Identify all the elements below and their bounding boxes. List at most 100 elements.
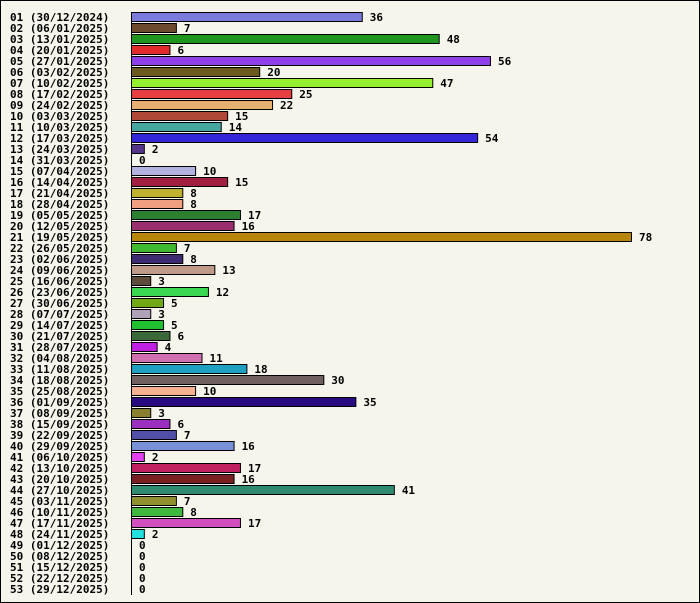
data-label: 3 [158, 407, 165, 420]
data-label: 13 [222, 264, 235, 277]
bar [131, 34, 440, 44]
data-label: 14 [229, 121, 243, 134]
data-label: 22 [280, 99, 293, 112]
data-label: 25 [299, 88, 312, 101]
bar [131, 452, 145, 462]
data-label: 8 [190, 198, 197, 211]
category-label: 13 (24/03/2025) [10, 143, 109, 156]
data-label: 3 [158, 275, 165, 288]
data-label: 6 [177, 330, 184, 343]
bar [131, 408, 152, 418]
category-label: 08 (17/02/2025) [10, 88, 109, 101]
data-label: 0 [139, 539, 146, 552]
data-label: 2 [152, 528, 159, 541]
bar [131, 144, 145, 154]
bar [131, 441, 235, 451]
data-label: 10 [203, 165, 216, 178]
category-label: 24 (09/06/2025) [10, 264, 109, 277]
category-label: 52 (22/12/2025) [10, 572, 109, 585]
category-label: 48 (24/11/2025) [10, 528, 109, 541]
bar [131, 133, 479, 143]
category-label: 16 (14/04/2025) [10, 176, 109, 189]
category-label: 50 (08/12/2025) [10, 550, 109, 563]
category-label: 34 (18/08/2025) [10, 374, 109, 387]
bar [131, 243, 177, 253]
bar [131, 287, 209, 297]
category-label: 26 (23/06/2025) [10, 286, 109, 299]
data-label: 36 [370, 11, 384, 24]
data-label: 0 [139, 561, 146, 574]
category-label: 21 (19/05/2025) [10, 231, 109, 244]
category-label: 45 (03/11/2025) [10, 495, 109, 508]
data-label: 3 [158, 308, 165, 321]
data-label: 56 [498, 55, 512, 68]
category-label: 41 (06/10/2025) [10, 451, 109, 464]
bar [131, 166, 197, 176]
category-label: 05 (27/01/2025) [10, 55, 109, 68]
data-label: 20 [267, 66, 280, 79]
data-label: 47 [440, 77, 453, 90]
category-label: 23 (02/06/2025) [10, 253, 109, 266]
bar [131, 309, 152, 319]
bar [131, 210, 241, 220]
category-label: 31 (28/07/2025) [10, 341, 109, 354]
bar [131, 364, 248, 374]
bar [131, 199, 184, 209]
category-label: 02 (06/01/2025) [10, 22, 109, 35]
data-label: 18 [254, 363, 267, 376]
bar [131, 397, 357, 407]
category-label: 18 (28/04/2025) [10, 198, 109, 211]
category-label: 46 (10/11/2025) [10, 506, 109, 519]
data-label: 2 [152, 451, 159, 464]
data-label: 17 [248, 462, 261, 475]
data-label: 10 [203, 385, 216, 398]
bar [131, 276, 152, 286]
category-label: 43 (20/10/2025) [10, 473, 109, 486]
bar [131, 56, 491, 66]
category-label: 42 (13/10/2025) [10, 462, 109, 475]
data-label: 0 [139, 583, 146, 596]
data-label: 5 [171, 319, 178, 332]
category-label: 33 (11/08/2025) [10, 363, 109, 376]
category-label: 40 (29/09/2025) [10, 440, 109, 453]
category-label: 37 (08/09/2025) [10, 407, 109, 420]
category-label: 35 (25/08/2025) [10, 385, 109, 398]
category-label: 01 (30/12/2024) [10, 11, 109, 24]
data-label: 0 [139, 550, 146, 563]
bar [131, 89, 293, 99]
data-label: 5 [171, 297, 178, 310]
data-label: 8 [190, 253, 197, 266]
category-label: 39 (22/09/2025) [10, 429, 109, 442]
data-label: 12 [216, 286, 229, 299]
category-label: 06 (03/02/2025) [10, 66, 109, 79]
data-label: 4 [165, 341, 172, 354]
category-label: 15 (07/04/2025) [10, 165, 109, 178]
data-label: 8 [190, 187, 197, 200]
bar [131, 485, 395, 495]
category-label: 44 (27/10/2025) [10, 484, 109, 497]
bar [131, 254, 184, 264]
data-label: 16 [242, 473, 256, 486]
category-label: 03 (13/01/2025) [10, 33, 109, 46]
bar [131, 298, 165, 308]
bar [131, 100, 274, 110]
bar [131, 12, 363, 22]
bar [131, 331, 171, 341]
category-label: 38 (15/09/2025) [10, 418, 109, 431]
data-label: 16 [242, 220, 256, 233]
bar [131, 320, 165, 330]
data-label: 17 [248, 517, 261, 530]
category-label: 32 (04/08/2025) [10, 352, 109, 365]
bar [131, 353, 203, 363]
category-label: 11 (10/03/2025) [10, 121, 109, 134]
bar [131, 122, 222, 132]
data-label: 7 [184, 22, 191, 35]
category-label: 30 (21/07/2025) [10, 330, 109, 343]
category-label: 20 (12/05/2025) [10, 220, 109, 233]
category-label: 19 (05/05/2025) [10, 209, 109, 222]
data-label: 78 [639, 231, 652, 244]
category-label: 10 (03/03/2025) [10, 110, 109, 123]
category-label: 28 (07/07/2025) [10, 308, 109, 321]
data-label: 8 [190, 506, 197, 519]
